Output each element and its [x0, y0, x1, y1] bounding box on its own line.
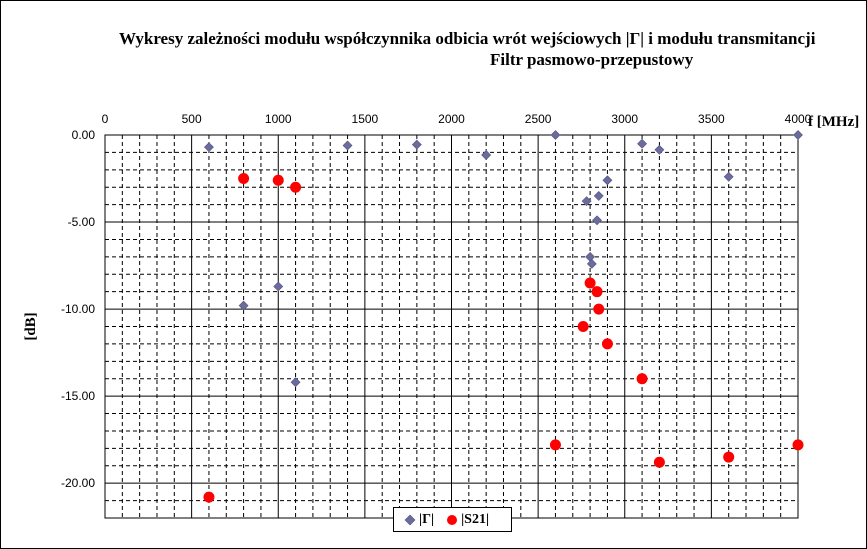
x-axis-label: f [MHz]: [808, 114, 859, 130]
gamma-point: [342, 140, 353, 151]
chart-subtitle: Filtr pasmowo-przepustowy: [490, 50, 694, 69]
series-s21: [203, 173, 804, 503]
gamma-point: [411, 139, 422, 150]
y-tick-label: -15.00: [61, 389, 95, 403]
x-tick-label: 1500: [352, 112, 379, 126]
gamma-point: [723, 171, 734, 182]
gamma-point: [637, 138, 647, 149]
circle-marker-icon: [447, 514, 458, 525]
gamma-point: [550, 130, 561, 140]
x-tick-labels: 0 500 1000 1500 2000 2500 3000 3500 4000: [102, 112, 812, 126]
legend-entry-s21: |S21|: [446, 512, 489, 528]
y-tick-label: -10.00: [61, 302, 95, 316]
y-tick-labels: 0.00 -5.00 -10.00 -15.00 -20.00: [61, 128, 95, 490]
x-tick-label: 3500: [698, 112, 725, 126]
x-tick-label: 0: [102, 112, 109, 126]
series-gamma: [204, 130, 803, 388]
gamma-point: [204, 142, 214, 153]
x-tick-label: 2500: [525, 112, 552, 126]
y-axis-label: [dB]: [23, 312, 39, 340]
diamond-marker-icon: [404, 514, 416, 525]
y-tick-label: -20.00: [61, 476, 95, 490]
s21-point: [584, 277, 596, 289]
legend-label-s21: |S21|: [461, 511, 490, 527]
s21-point: [238, 173, 250, 185]
gamma-point: [481, 150, 492, 160]
data-series: [203, 130, 804, 503]
s21-point: [636, 373, 648, 385]
legend-label-gamma: |Γ|: [419, 511, 435, 527]
gamma-point: [238, 300, 249, 311]
s21-point: [593, 303, 605, 315]
x-tick-label: 4000: [785, 112, 812, 126]
gamma-point: [290, 377, 301, 388]
s21-point: [653, 456, 665, 468]
x-tick-label: 2000: [438, 112, 465, 126]
x-tick-label: 3000: [611, 112, 638, 126]
s21-point: [792, 439, 804, 451]
s21-point: [601, 338, 613, 350]
s21-point: [549, 439, 561, 451]
minor-grid: [105, 135, 798, 518]
gamma-point: [602, 175, 613, 186]
gamma-point: [585, 251, 596, 262]
gamma-point: [581, 196, 592, 207]
gamma-point: [793, 130, 803, 140]
legend: |Γ| |S21|: [393, 507, 512, 532]
y-tick-label: 0.00: [72, 128, 96, 142]
gamma-point: [593, 191, 604, 201]
x-tick-label: 1000: [265, 112, 292, 126]
major-grid: [105, 135, 798, 518]
s21-point: [723, 451, 735, 463]
y-tick-label: -5.00: [68, 215, 96, 229]
s21-point: [203, 491, 215, 503]
s21-point: [591, 286, 603, 298]
gamma-point: [586, 258, 597, 269]
chart-title: Wykresy zależności modułu współczynnika …: [119, 29, 816, 48]
x-tick-label: 500: [182, 112, 202, 126]
legend-entry-gamma: |Γ|: [404, 512, 434, 528]
gamma-point: [592, 215, 602, 226]
gamma-point: [654, 144, 665, 155]
s21-point: [290, 181, 302, 193]
s21-point: [272, 174, 284, 186]
gamma-point: [273, 281, 284, 292]
s21-point: [577, 321, 589, 332]
